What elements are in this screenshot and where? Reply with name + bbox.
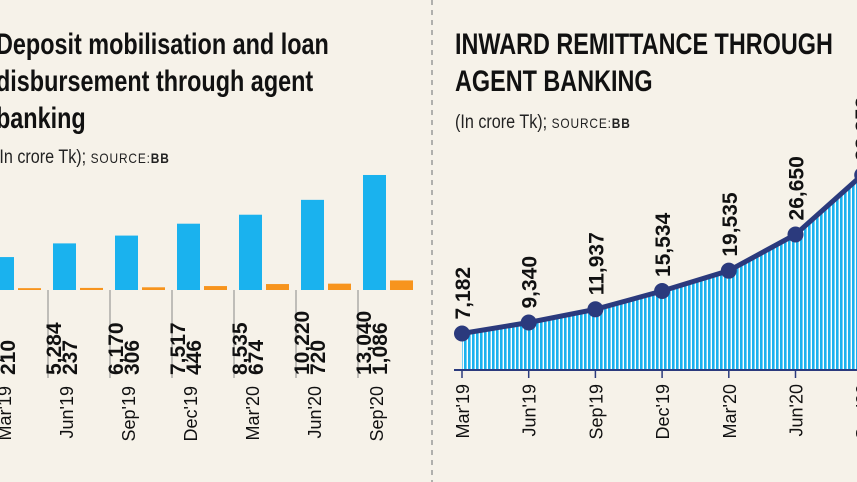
x-tick-label: Jun'19 bbox=[520, 384, 540, 436]
x-tick-label: Mar'19 bbox=[453, 384, 473, 438]
area-fill bbox=[462, 179, 857, 370]
bar bbox=[204, 286, 227, 290]
subtitle: (In crore Tk); bbox=[455, 112, 548, 133]
bar bbox=[239, 214, 262, 290]
subtitle-block: (In crore Tk); SOURCE:BB bbox=[0, 147, 170, 169]
bar bbox=[53, 243, 76, 290]
value-label: 15,534 bbox=[652, 212, 675, 277]
bar bbox=[328, 283, 351, 290]
chart-title: Deposit mobilisation and loan disburseme… bbox=[0, 28, 329, 135]
value-label: 10,220 bbox=[291, 311, 314, 375]
value-label: 674 bbox=[245, 340, 268, 375]
value-label: 210 bbox=[0, 340, 20, 375]
x-tick-label: Sep'19 bbox=[586, 384, 606, 440]
value-label: 3,734 bbox=[0, 322, 4, 375]
marker bbox=[787, 226, 804, 243]
x-tick-label: Jun'19 bbox=[57, 386, 77, 438]
x-tick-label: Sep'20 bbox=[853, 384, 857, 440]
value-label: 13,040 bbox=[353, 311, 376, 375]
value-label: 720 bbox=[307, 340, 330, 375]
x-tick-label: Jun'20 bbox=[787, 384, 807, 436]
marker bbox=[587, 301, 604, 318]
bar bbox=[80, 287, 103, 290]
value-label: 38,353 bbox=[852, 97, 857, 161]
marker bbox=[454, 325, 470, 342]
value-label: 9,340 bbox=[519, 256, 542, 309]
marker bbox=[720, 262, 737, 279]
source-label: SOURCE: bbox=[90, 150, 151, 166]
value-label: 7,517 bbox=[167, 322, 190, 375]
bar bbox=[363, 174, 386, 290]
value-label: 7,182 bbox=[452, 267, 475, 320]
value-label: 306 bbox=[121, 340, 144, 375]
x-tick-label: Sep'20 bbox=[367, 386, 387, 442]
value-label: 1,086 bbox=[369, 322, 392, 375]
x-tick-label: Dec'19 bbox=[181, 386, 201, 441]
bar bbox=[390, 280, 413, 290]
source: BB bbox=[611, 115, 631, 131]
value-label: 19,535 bbox=[719, 192, 742, 257]
bar bbox=[142, 287, 165, 290]
marker bbox=[520, 314, 537, 331]
value-label: 8,535 bbox=[229, 322, 252, 375]
x-tick-label: Mar'19 bbox=[0, 386, 15, 440]
bar bbox=[177, 223, 200, 290]
x-tick-label: Mar'20 bbox=[720, 384, 740, 438]
value-label: 5,284 bbox=[43, 322, 66, 375]
bar bbox=[266, 284, 289, 290]
value-label: 237 bbox=[59, 340, 82, 375]
source-label: SOURCE: bbox=[551, 115, 612, 131]
marker bbox=[654, 283, 671, 300]
marker bbox=[854, 168, 857, 182]
bar bbox=[18, 288, 41, 290]
x-tick-label: Mar'20 bbox=[243, 386, 263, 440]
bar bbox=[0, 257, 14, 290]
value-label: 26,650 bbox=[786, 156, 809, 220]
x-tick-label: Jun'20 bbox=[305, 386, 325, 438]
x-tick-label: Sep'19 bbox=[119, 386, 139, 442]
x-tick-label: Dec'19 bbox=[653, 384, 673, 439]
value-label: 11,937 bbox=[585, 232, 608, 295]
chart-title: INWARD REMITTANCE THROUGH AGENT BANKING bbox=[455, 28, 833, 98]
value-label: 6,170 bbox=[105, 322, 128, 375]
subtitle: (In crore Tk); bbox=[0, 147, 87, 168]
source: BB bbox=[150, 150, 170, 166]
subtitle-block: (In crore Tk); SOURCE:BB bbox=[455, 112, 631, 134]
bar bbox=[301, 199, 324, 290]
value-label: 446 bbox=[183, 340, 206, 375]
bar bbox=[115, 235, 138, 290]
